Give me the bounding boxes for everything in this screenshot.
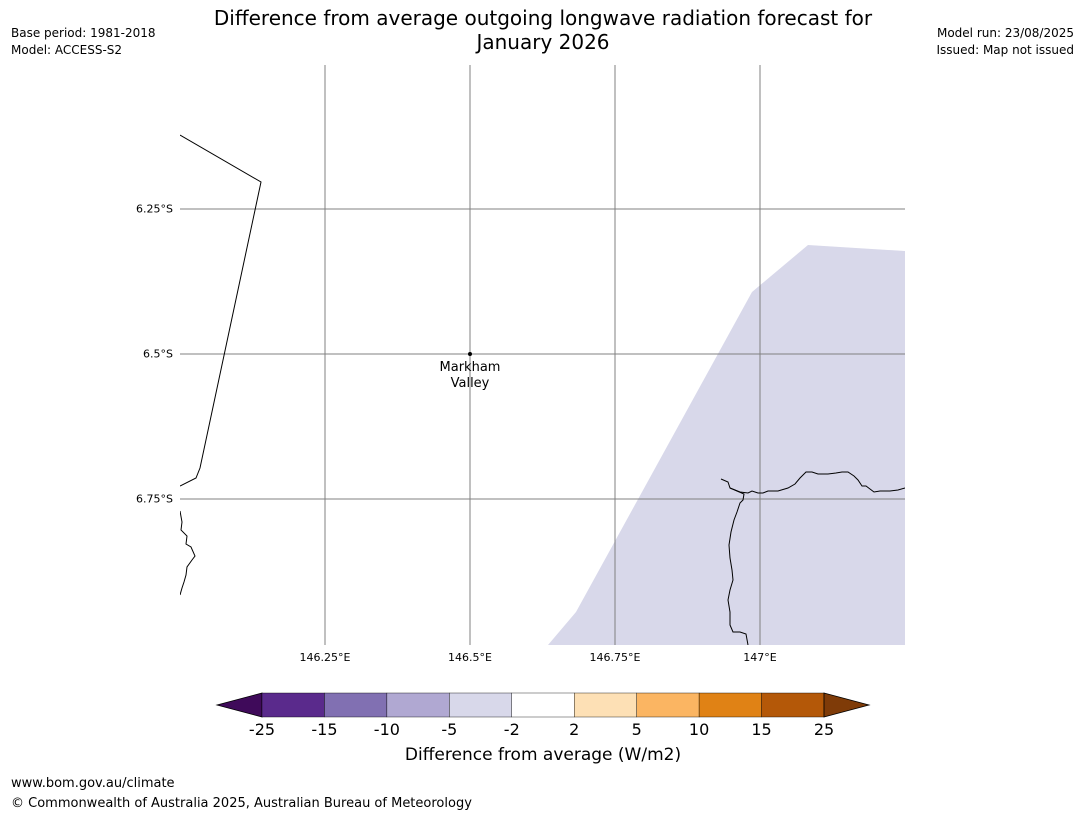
base-period-text: Base period: 1981-2018 (11, 26, 156, 40)
lon-label-146-75: 146.75°E (589, 651, 641, 664)
place-label-line-2: Valley (450, 376, 490, 391)
colorbar-tick-label: -2 (503, 720, 520, 739)
markham-valley-marker (468, 352, 472, 356)
title-line-2: January 2026 (476, 30, 610, 54)
lon-label-146-5: 146.5°E (448, 651, 492, 664)
colorbar-tick-label: -5 (441, 720, 458, 739)
place-label-line-1: Markham (439, 360, 501, 375)
colorbar-tick-label: -10 (373, 720, 400, 739)
title-line-1: Difference from average outgoing longwav… (213, 6, 873, 30)
footer-copyright: © Commonwealth of Australia 2025, Austra… (11, 796, 472, 811)
colorbar-segment (574, 692, 637, 718)
colorbar-segment (386, 692, 450, 718)
model-run-text: Model run: 23/08/2025 (936, 26, 1074, 40)
lat-label-6-75: 6.75°S (136, 492, 173, 506)
lat-label-6-25: 6.25°S (136, 202, 173, 216)
border-line (180, 134, 262, 487)
colorbar-tick-label: -25 (248, 720, 276, 739)
colorbar-segment (449, 692, 512, 718)
colorbar-extend-high (823, 692, 871, 718)
colorbar-segment (761, 692, 825, 718)
colorbar-segment (261, 692, 325, 718)
footer-url: www.bom.gov.au/climate (11, 776, 175, 791)
colorbar-tick-label: 10 (688, 720, 710, 739)
issued-text: Issued: Map not issued (936, 43, 1074, 57)
gridlines (180, 65, 905, 645)
colorbar-segment (324, 692, 388, 718)
lat-label-6-5: 6.5°S (143, 347, 173, 361)
place-label-markham-valley: Markham Valley (440, 360, 501, 392)
lon-label-147: 147°E (743, 651, 777, 664)
river-north-branch (729, 471, 905, 494)
colorbar-tick-label: 2 (569, 720, 580, 739)
meta-left: Base period: 1981-2018 Model: ACCESS-S2 (11, 25, 156, 59)
colorbar-tick-label: 5 (631, 720, 642, 739)
colorbar-tick-label: -15 (311, 720, 338, 739)
chart-title: Difference from average outgoing longwav… (180, 6, 906, 54)
model-text: Model: ACCESS-S2 (11, 43, 123, 57)
colorbar-title: Difference from average (W/m2) (404, 745, 682, 765)
colorbar-extend-low (215, 692, 263, 718)
coastlines (180, 134, 905, 645)
meta-right: Model run: 23/08/2025 Issued: Map not is… (936, 25, 1074, 59)
shaded-anomaly-region (548, 245, 905, 645)
colorbar-segment (511, 692, 575, 718)
colorbar-segment (636, 692, 700, 718)
colorbar-segment (698, 692, 762, 718)
colorbar-tick-label: 25 (813, 720, 835, 739)
colorbar-tick-label: 15 (751, 720, 772, 739)
coastline-west (180, 510, 196, 596)
lon-label-146-25: 146.25°E (299, 651, 351, 664)
